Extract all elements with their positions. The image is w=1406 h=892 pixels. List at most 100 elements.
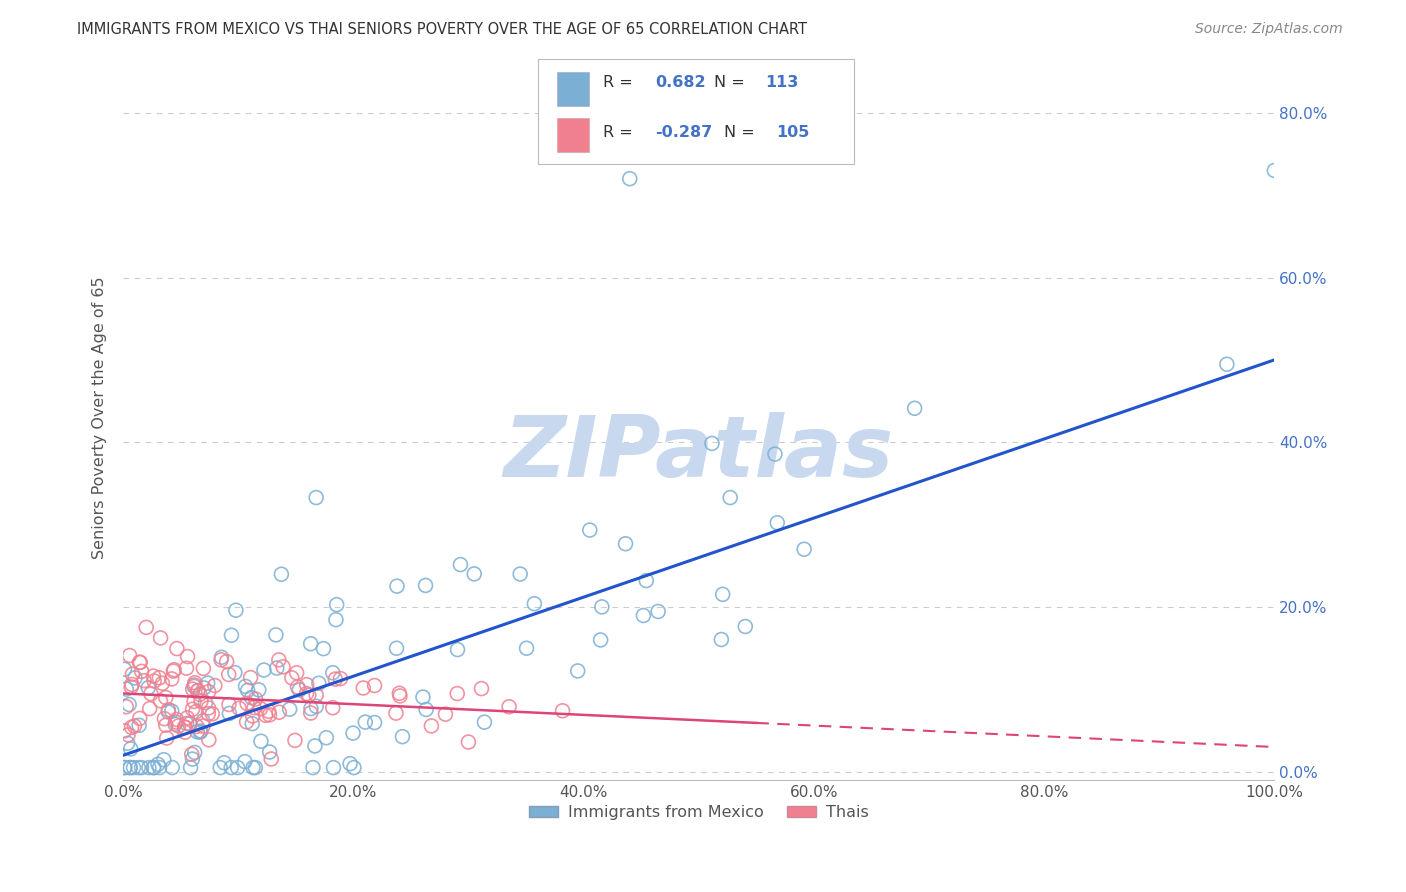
Point — [190, 724, 212, 739]
Point — [186, 719, 208, 733]
Point — [235, 714, 257, 729]
Point — [240, 690, 263, 705]
Point — [412, 690, 434, 704]
Point — [228, 701, 250, 715]
Point — [197, 684, 219, 698]
Point — [315, 731, 337, 745]
Point — [243, 700, 266, 714]
Text: 0.682: 0.682 — [655, 76, 706, 90]
Point — [162, 664, 184, 678]
Point — [322, 700, 344, 714]
Point — [247, 682, 270, 697]
Point — [166, 641, 188, 656]
Point — [191, 714, 214, 728]
Point — [329, 672, 352, 686]
Point — [146, 757, 169, 772]
Point — [149, 694, 172, 708]
FancyBboxPatch shape — [537, 59, 855, 164]
Point — [295, 687, 318, 701]
Point — [474, 715, 496, 730]
Point — [305, 699, 328, 714]
Point — [194, 696, 217, 710]
Point — [711, 587, 734, 601]
Point — [160, 704, 183, 718]
Point — [523, 597, 546, 611]
Point — [266, 661, 288, 675]
Point — [197, 676, 219, 690]
Point — [131, 761, 153, 775]
Point — [191, 719, 214, 733]
Point — [385, 706, 408, 720]
Point — [174, 720, 197, 734]
Point — [181, 702, 204, 716]
Point — [115, 699, 138, 714]
Point — [184, 705, 207, 719]
Text: Source: ZipAtlas.com: Source: ZipAtlas.com — [1195, 22, 1343, 37]
Point — [149, 761, 172, 775]
Point — [162, 761, 184, 775]
Point — [245, 761, 267, 775]
Text: ZIPatlas: ZIPatlas — [503, 412, 894, 495]
Point — [284, 733, 307, 747]
Point — [298, 688, 321, 702]
Point — [114, 723, 136, 738]
Point — [567, 664, 589, 678]
Point — [134, 673, 156, 688]
Point — [166, 713, 188, 727]
Point — [259, 745, 281, 759]
Point — [457, 735, 479, 749]
Point — [226, 761, 249, 775]
Point — [391, 730, 413, 744]
Point — [184, 675, 207, 690]
Point — [127, 761, 149, 775]
Point — [193, 661, 215, 675]
Point — [305, 688, 328, 702]
Point — [204, 679, 226, 693]
Point — [339, 756, 361, 771]
Point — [138, 761, 160, 775]
Point — [591, 599, 613, 614]
Text: -0.287: -0.287 — [655, 126, 713, 140]
Point — [285, 665, 308, 680]
Point — [904, 401, 927, 416]
Point — [121, 667, 143, 681]
Point — [253, 663, 276, 677]
Point — [183, 694, 205, 708]
Point — [152, 676, 174, 690]
Point — [212, 756, 235, 770]
Point — [352, 681, 374, 695]
Point — [122, 761, 145, 775]
Point — [157, 705, 180, 719]
Point — [201, 706, 224, 721]
Point — [131, 665, 153, 679]
Point — [120, 742, 142, 756]
Point — [221, 628, 243, 642]
Point — [434, 707, 457, 722]
Point — [322, 665, 344, 680]
Point — [211, 650, 233, 665]
Point — [242, 709, 264, 723]
Point — [578, 523, 600, 537]
Point — [343, 761, 366, 775]
Point — [302, 761, 325, 775]
Point — [215, 655, 238, 669]
Point — [176, 649, 198, 664]
Point — [136, 681, 159, 695]
Point — [304, 739, 326, 753]
Point — [633, 608, 655, 623]
Point — [415, 578, 437, 592]
Point — [470, 681, 492, 696]
Point — [153, 753, 176, 767]
Point — [180, 747, 202, 762]
Point — [118, 761, 141, 775]
Point — [614, 537, 637, 551]
Bar — [557, 71, 589, 106]
Point — [181, 682, 204, 697]
Point — [388, 686, 411, 700]
Point — [176, 716, 198, 731]
Point — [188, 725, 211, 739]
Point — [120, 761, 142, 775]
Point — [354, 715, 377, 730]
Point — [188, 687, 211, 701]
Point — [323, 672, 346, 686]
